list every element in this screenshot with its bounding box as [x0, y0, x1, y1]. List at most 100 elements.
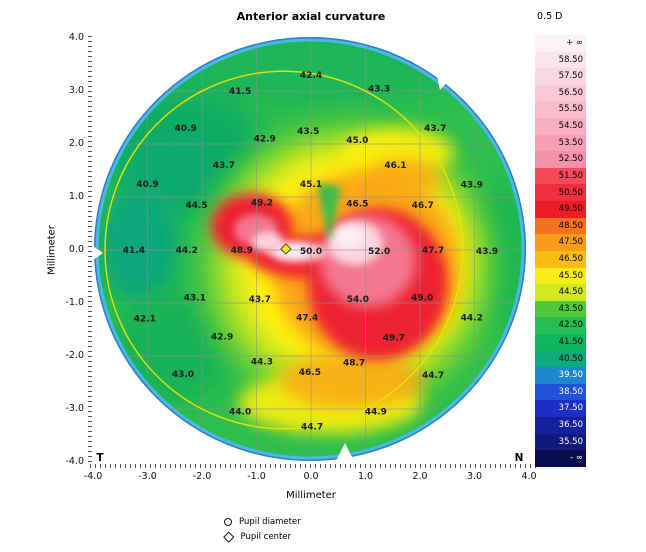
colorbar-row: 55.50	[535, 101, 586, 119]
colorbar-strip	[535, 201, 549, 218]
colorbar-row: 49.50	[535, 201, 586, 218]
colorbar-row: 57.50	[535, 68, 586, 85]
colorbar-value: 36.50	[549, 417, 586, 434]
page-title: Anterior axial curvature	[236, 10, 386, 23]
colorbar-value: 46.50	[549, 250, 586, 268]
map-value-label: 54.0	[347, 295, 369, 305]
map-value-label: 44.3	[251, 357, 273, 367]
colorbar-value: 52.50	[549, 151, 586, 168]
colorbar-strip	[535, 350, 549, 368]
map-value-label: 43.9	[476, 247, 498, 257]
map-value-label: 46.5	[299, 368, 321, 378]
map-value-label: 46.5	[346, 199, 368, 209]
color-scale-legend: + ∞ 58.50 57.50 56.50 55.50 54.50 53.50 52.50 51…	[535, 35, 586, 467]
colorbar-value: 50.50	[549, 184, 586, 202]
map-value-label: 52.0	[368, 247, 390, 257]
map-value-label: 44.0	[229, 408, 251, 418]
colorbar-value: 41.50	[549, 333, 586, 351]
y-tick-label: 2.0	[68, 138, 84, 149]
x-tick-label: 2.0	[412, 471, 428, 482]
colorbar-value: 58.50	[549, 51, 586, 69]
map-value-label: 43.7	[213, 161, 235, 171]
colorbar-value: + ∞	[549, 35, 586, 52]
colorbar-strip	[535, 234, 549, 251]
pupil-diameter-legend-item: Pupil diameter	[224, 514, 301, 529]
colorbar-row: 40.50	[535, 350, 586, 368]
map-value-label: 48.9	[231, 246, 253, 256]
colorbar-row: 45.50	[535, 267, 586, 285]
x-tick-label: 3.0	[466, 471, 483, 482]
colorbar-strip	[535, 184, 549, 202]
y-tick-label: -2.0	[65, 350, 84, 361]
pupil-diameter-icon	[224, 517, 232, 526]
y-tick-label: 3.0	[68, 85, 84, 96]
temporal-label: T	[96, 452, 104, 464]
colorbar-value: 51.50	[549, 167, 586, 185]
colorbar-row: - ∞	[535, 450, 586, 467]
map-value-label: 44.9	[365, 408, 387, 418]
colorbar-row: 41.50	[535, 333, 586, 351]
map-value-label: 43.7	[424, 124, 446, 134]
map-value-label: 44.2	[461, 313, 483, 323]
y-tick-label: 1.0	[68, 191, 84, 202]
colorbar-strip	[535, 450, 549, 467]
colorbar-row: 58.50	[535, 51, 586, 69]
scale-step-label: 0.5 D	[537, 11, 563, 22]
colorbar-strip	[535, 101, 549, 119]
map-value-label: 43.1	[184, 294, 206, 304]
colorbar-strip	[535, 134, 549, 152]
y-tick-label: -1.0	[65, 297, 84, 308]
pupil-center-label: Pupil center	[240, 531, 292, 542]
colorbar-value: 38.50	[549, 383, 586, 401]
colorbar-row: 46.50	[535, 250, 586, 268]
colorbar-row: 44.50	[535, 284, 586, 301]
map-value-label: 46.7	[412, 201, 434, 211]
map-value-label: 42.1	[134, 314, 156, 324]
colorbar-row: 43.50	[535, 300, 586, 318]
map-value-label: 49.7	[383, 333, 405, 343]
x-tick-label: 4.0	[521, 471, 537, 482]
pupil-center-icon	[223, 531, 235, 542]
map-value-label: 43.0	[172, 370, 194, 380]
y-tick-label: -4.0	[65, 456, 84, 467]
colorbar-strip	[535, 35, 549, 52]
pupil-center-marker	[280, 243, 292, 255]
map-value-label: 49.2	[251, 198, 273, 208]
x-tick-label: -3.0	[138, 471, 157, 482]
colorbar-row: 42.50	[535, 317, 586, 334]
x-tick-label: -4.0	[83, 471, 103, 482]
map-value-label: 50.0	[300, 247, 322, 257]
x-tick-label: 1.0	[357, 471, 374, 482]
colorbar-value: 35.50	[549, 433, 586, 451]
colorbar-strip	[535, 300, 549, 318]
colorbar-value: - ∞	[549, 450, 586, 467]
colorbar-value: 39.50	[549, 367, 586, 384]
colorbar-row: 51.50	[535, 167, 586, 185]
colorbar-strip	[535, 400, 549, 418]
colorbar-strip	[535, 250, 549, 268]
colorbar-row: 38.50	[535, 383, 586, 401]
colorbar-row: + ∞	[535, 35, 586, 52]
map-value-label: 49.0	[411, 294, 433, 304]
pupil-diameter-label: Pupil diameter	[239, 516, 301, 527]
colorbar-value: 53.50	[549, 134, 586, 152]
nasal-label: N	[515, 452, 524, 464]
y-tick-label: 4.0	[68, 32, 84, 43]
colorbar-strip	[535, 417, 549, 434]
map-value-label: 44.2	[176, 246, 198, 256]
colorbar-row: 36.50	[535, 417, 586, 434]
pupil-center-legend-item: Pupil center	[223, 529, 301, 544]
colorbar-value: 45.50	[549, 267, 586, 285]
map-value-label: 47.4	[296, 313, 318, 323]
x-tick-label: -1.0	[247, 471, 266, 482]
map-value-label: 44.5	[185, 201, 207, 211]
y-tick-label: 0.0	[68, 244, 84, 255]
colorbar-strip	[535, 367, 549, 384]
colorbar-value: 44.50	[549, 284, 586, 301]
colorbar-strip	[535, 118, 549, 135]
map-value-label: 44.7	[422, 371, 444, 381]
colorbar-value: 49.50	[549, 201, 586, 218]
colorbar-strip	[535, 267, 549, 285]
